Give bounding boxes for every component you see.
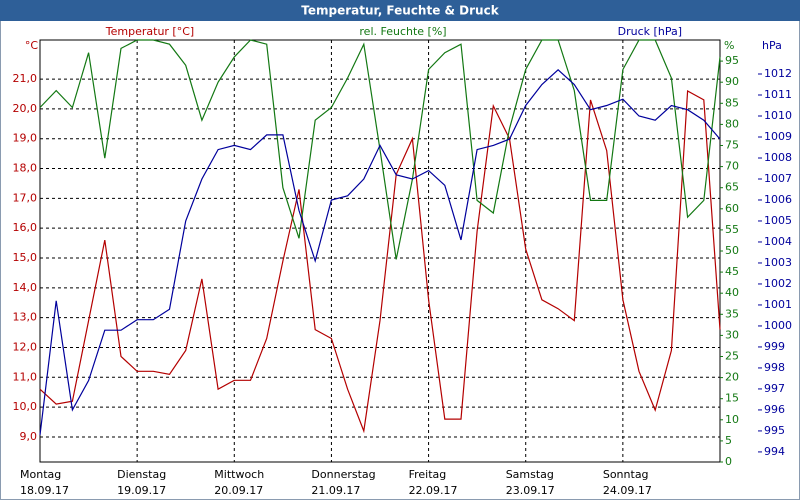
y-tick-label: 15,0 [13, 251, 38, 264]
y3-tick-label: 1001 [764, 298, 792, 311]
y3-tick-label: 999 [764, 340, 785, 353]
y2-tick-label: 95 [725, 54, 739, 67]
y2-tick-label: 10 [725, 413, 739, 426]
y2-tick-label: 0 [725, 455, 732, 468]
legend-entry: Druck [hPa] [618, 25, 682, 38]
x-tick-date: 24.09.17 [603, 484, 652, 497]
y-axis-title: °C [25, 39, 39, 52]
y-tick-label: 12,0 [13, 340, 38, 353]
y2-tick-label: 65 [725, 181, 739, 194]
y3-tick-label: 1004 [764, 235, 792, 248]
y2-tick-label: 40 [725, 286, 739, 299]
y2-tick-label: 45 [725, 265, 739, 278]
title-bar [0, 0, 800, 21]
series-line [39, 39, 721, 260]
y3-tick-label: 1006 [764, 193, 792, 206]
series-line [39, 90, 721, 434]
x-tick-date: 20.09.17 [214, 484, 263, 497]
x-tick-label: Dienstag [117, 468, 166, 481]
y2-tick-label: 30 [725, 328, 739, 341]
y2-tick-label: 20 [725, 371, 739, 384]
y2-tick-label: 55 [725, 223, 739, 236]
y3-tick-label: 1003 [764, 256, 792, 269]
x-tick-date: 19.09.17 [117, 484, 166, 497]
x-tick-date: 22.09.17 [409, 484, 458, 497]
x-tick-label: Samstag [506, 468, 554, 481]
y2-tick-label: 15 [725, 392, 739, 405]
y-tick-label: 9,0 [20, 430, 38, 443]
y3-tick-label: 1012 [764, 67, 792, 80]
x-tick-label: Donnerstag [311, 468, 375, 481]
y3-tick-label: 997 [764, 382, 785, 395]
y-tick-label: 14,0 [13, 281, 38, 294]
y3-tick-label: 1009 [764, 130, 792, 143]
y3-tick-label: 1011 [764, 88, 792, 101]
y3-tick-label: 1010 [764, 109, 792, 122]
y-tick-label: 10,0 [13, 400, 38, 413]
y-tick-label: 16,0 [13, 221, 38, 234]
y2-tick-label: 75 [725, 139, 739, 152]
y2-tick-label: 50 [725, 244, 739, 257]
x-tick-date: 18.09.17 [20, 484, 69, 497]
y3-tick-label: 995 [764, 424, 785, 437]
y2-tick-label: 70 [725, 160, 739, 173]
y-tick-label: 11,0 [13, 370, 38, 383]
x-tick-label: Montag [20, 468, 61, 481]
x-tick-label: Mittwoch [214, 468, 264, 481]
y2-tick-label: 25 [725, 350, 739, 363]
y-tick-label: 18,0 [13, 162, 38, 175]
y3-tick-label: 996 [764, 403, 785, 416]
y2-tick-label: 80 [725, 117, 739, 130]
y2-axis-title: % [724, 39, 734, 52]
y3-axis-title: hPa [762, 39, 782, 52]
y-tick-label: 13,0 [13, 311, 38, 324]
y3-tick-label: 1005 [764, 214, 792, 227]
y-tick-label: 21,0 [13, 72, 38, 85]
y-tick-label: 20,0 [13, 102, 38, 115]
series-line [39, 68, 721, 436]
legend-entry: Temperatur [°C] [105, 25, 194, 38]
y3-tick-label: 1007 [764, 172, 792, 185]
chart-title: Temperatur, Feuchte & Druck [301, 4, 499, 18]
x-tick-date: 23.09.17 [506, 484, 555, 497]
y2-tick-label: 90 [725, 75, 739, 88]
y-tick-label: 19,0 [13, 132, 38, 145]
y3-tick-label: 998 [764, 361, 785, 374]
x-tick-label: Freitag [409, 468, 447, 481]
y2-tick-label: 5 [725, 434, 732, 447]
x-tick-label: Sonntag [603, 468, 649, 481]
x-tick-date: 21.09.17 [311, 484, 360, 497]
legend-entry: rel. Feuchte [%] [359, 25, 446, 38]
y3-tick-label: 994 [764, 445, 785, 458]
y-tick-label: 17,0 [13, 191, 38, 204]
y2-tick-label: 60 [725, 202, 739, 215]
y3-tick-label: 1000 [764, 319, 792, 332]
y2-tick-label: 85 [725, 96, 739, 109]
y3-tick-label: 1002 [764, 277, 792, 290]
y2-tick-label: 35 [725, 307, 739, 320]
y3-tick-label: 1008 [764, 151, 792, 164]
